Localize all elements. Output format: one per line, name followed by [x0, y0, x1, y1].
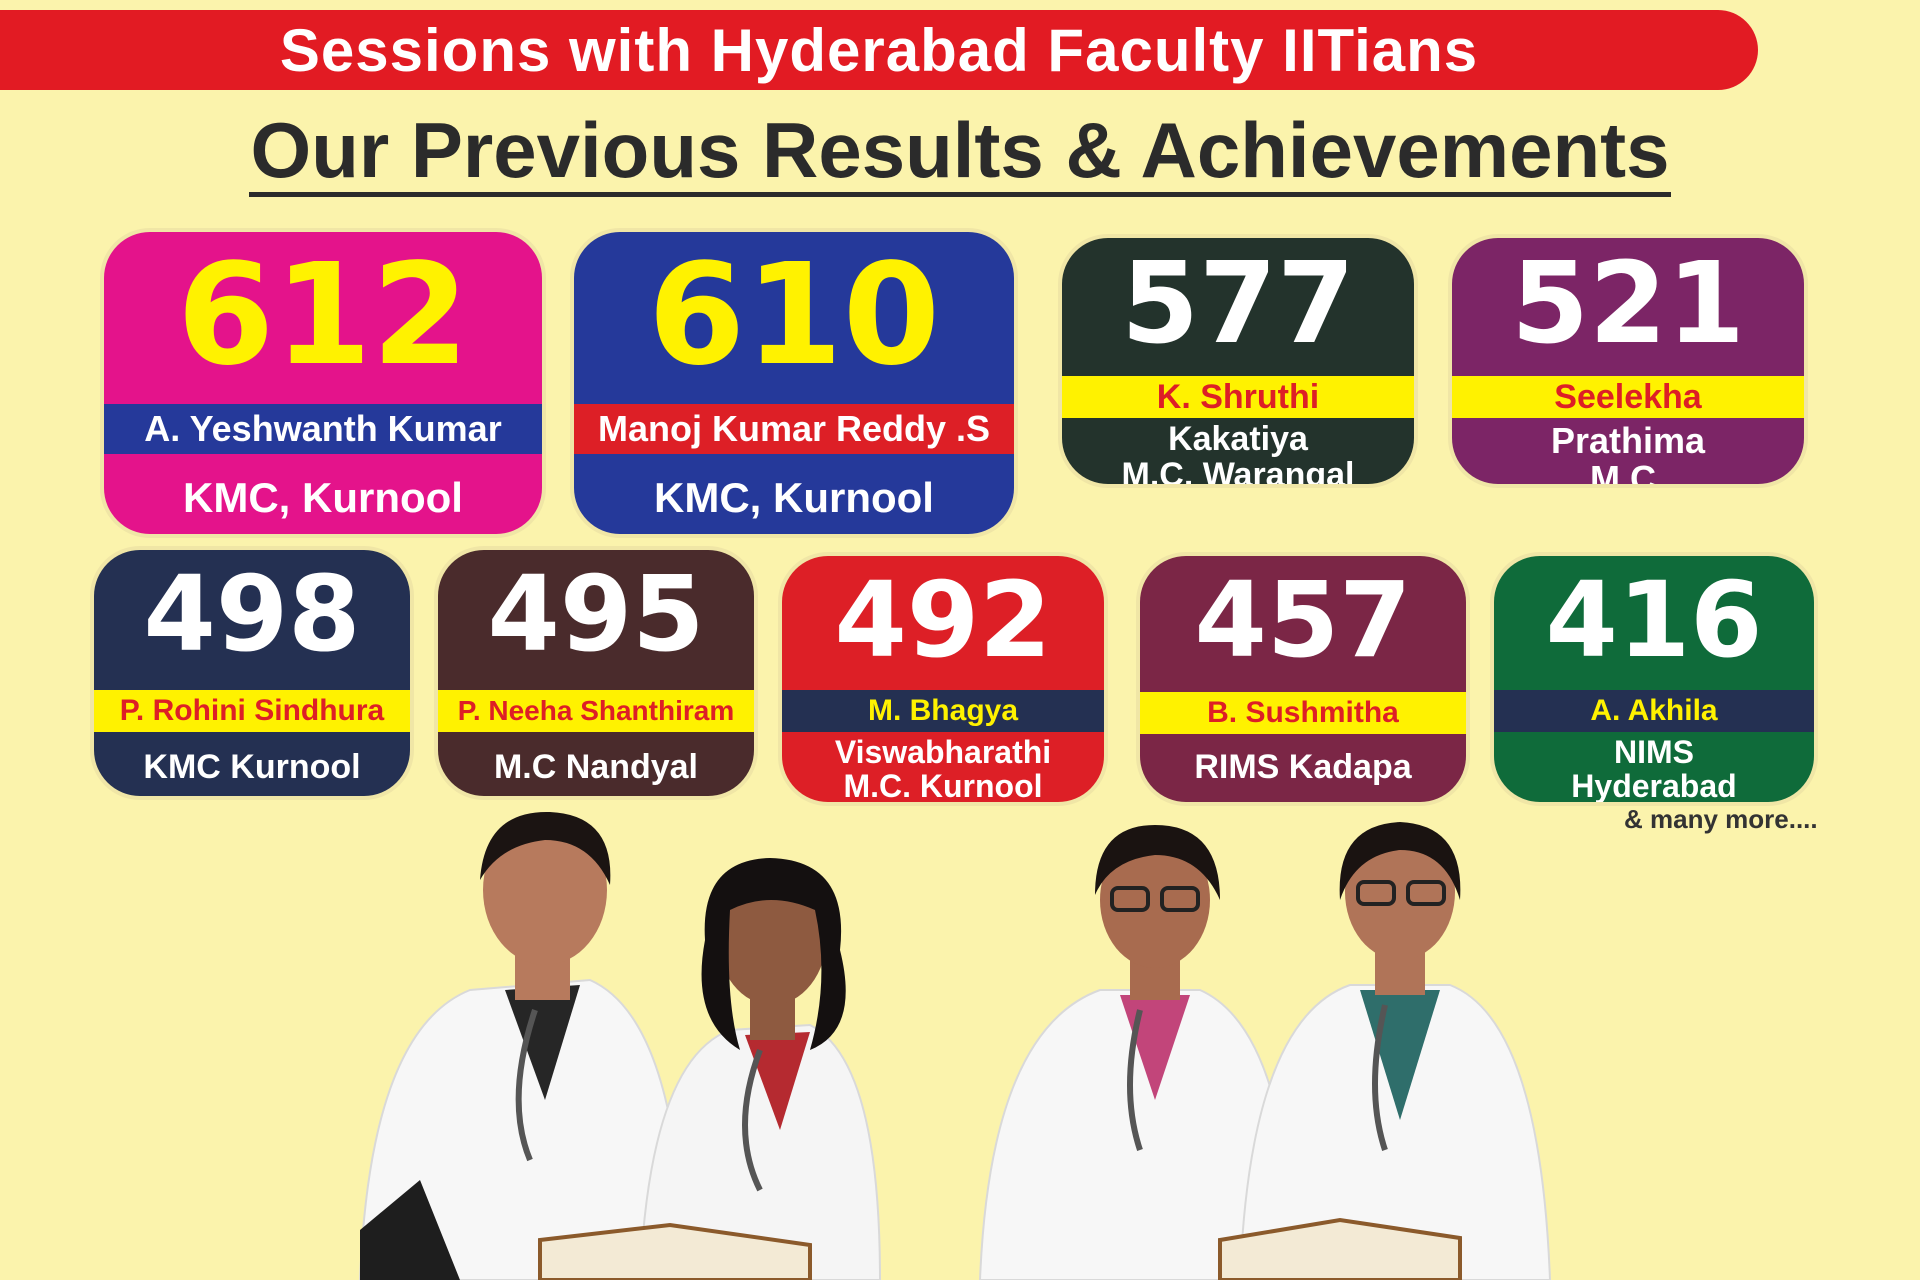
- student-name: Manoj Kumar Reddy .S: [574, 404, 1014, 454]
- college-line1: Viswabharathi: [834, 734, 1052, 770]
- result-card-498: 498 P. Rohini Sindhura KMC Kurnool: [94, 550, 410, 796]
- college-line1: Kakatiya: [1168, 420, 1308, 458]
- page-heading: Our Previous Results & Achievements: [0, 109, 1920, 197]
- student-name: B. Sushmitha: [1140, 692, 1466, 734]
- result-card-521: 521 Seelekha Prathima M.C.: [1452, 238, 1804, 484]
- college: KMC, Kurnool: [654, 474, 934, 521]
- doctor-4: [1238, 822, 1552, 1280]
- result-card-416: 416 A. Akhila NIMS Hyderabad: [1494, 556, 1814, 802]
- many-more-note: & many more....: [1624, 804, 1818, 834]
- doctor-2: [638, 858, 882, 1280]
- student-name: P. Neeha Shanthiram: [438, 690, 754, 732]
- college-line2: M.C.: [1590, 457, 1666, 484]
- college-line2: Hyderabad: [1571, 767, 1737, 802]
- result-card-495: 495 P. Neeha Shanthiram M.C Nandyal: [438, 550, 754, 796]
- result-card-492: 492 M. Bhagya Viswabharathi M.C. Kurnool: [782, 556, 1104, 802]
- score: 498: [143, 553, 361, 675]
- doctor-1: [358, 811, 687, 1280]
- college: KMC Kurnool: [143, 748, 361, 786]
- college: KMC, Kurnool: [183, 474, 463, 521]
- score: 610: [647, 234, 941, 397]
- top-banner: Sessions with Hyderabad Faculty IITians: [0, 10, 1758, 90]
- score: 577: [1121, 239, 1355, 369]
- student-name: A. Yeshwanth Kumar: [104, 404, 542, 454]
- score: 416: [1545, 559, 1763, 681]
- college-line1: Prathima: [1550, 420, 1706, 461]
- score: 612: [176, 234, 470, 397]
- score: 495: [487, 553, 705, 675]
- student-name: M. Bhagya: [782, 690, 1104, 732]
- student-name: A. Akhila: [1494, 690, 1814, 732]
- result-card-577: 577 K. Shruthi Kakatiya M.C. Warangal: [1062, 238, 1414, 484]
- college: RIMS Kadapa: [1194, 748, 1412, 786]
- page-title: Our Previous Results & Achievements: [248, 109, 1672, 197]
- doctors-photo: [358, 811, 1552, 1280]
- college-line2: M.C. Kurnool: [843, 767, 1043, 802]
- score: 492: [834, 559, 1052, 681]
- score: 457: [1194, 559, 1412, 681]
- open-books: [538, 1217, 1462, 1280]
- doctor-3: [978, 825, 1297, 1280]
- college-line1: NIMS: [1614, 734, 1694, 770]
- college: M.C Nandyal: [493, 748, 699, 786]
- college-line2: M.C. Warangal: [1121, 455, 1355, 484]
- result-card-612: 612 A. Yeshwanth Kumar KMC, Kurnool: [104, 232, 542, 534]
- student-name: P. Rohini Sindhura: [94, 690, 410, 732]
- score: 521: [1511, 239, 1745, 369]
- student-name: K. Shruthi: [1062, 376, 1414, 418]
- student-name: Seelekha: [1452, 376, 1804, 418]
- result-card-610: 610 Manoj Kumar Reddy .S KMC, Kurnool: [574, 232, 1014, 534]
- result-card-457: 457 B. Sushmitha RIMS Kadapa: [1140, 556, 1466, 802]
